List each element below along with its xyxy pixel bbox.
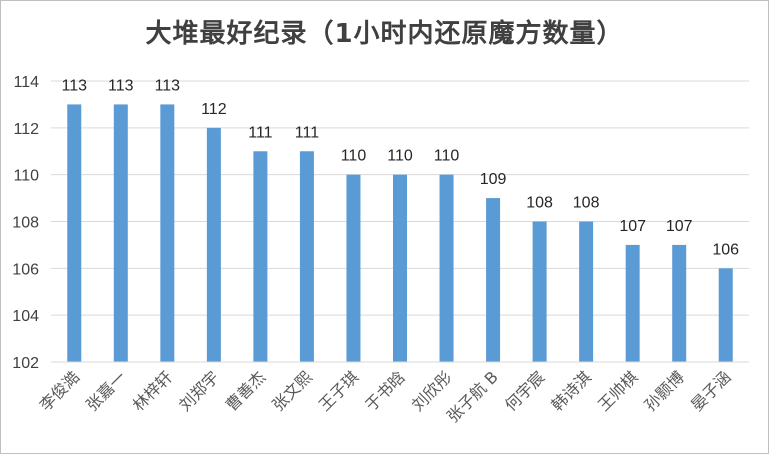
bar-10 [486, 198, 501, 362]
data-label-13: 107 [619, 218, 646, 235]
data-label-14: 107 [666, 218, 693, 235]
y-tick-label-106: 106 [12, 261, 39, 278]
bar-14 [672, 244, 687, 362]
category-label-13: 王帅棋 [594, 367, 641, 414]
category-label-7: 王子琪 [315, 367, 362, 414]
category-label-8: 于书晗 [361, 367, 408, 414]
data-label-15: 106 [712, 241, 739, 258]
category-label-1: 李俊澔 [36, 367, 83, 414]
category-label-14: 孙颢博 [641, 367, 688, 414]
data-label-11: 108 [526, 195, 553, 212]
category-label-12: 韩诗淇 [548, 367, 595, 414]
data-label-2: 113 [108, 77, 134, 94]
y-tick-label-114: 114 [13, 74, 39, 91]
data-label-8: 110 [387, 148, 413, 165]
y-tick-label-104: 104 [12, 308, 39, 325]
bar-8 [393, 174, 407, 362]
bar-3 [160, 104, 175, 363]
bar-9 [439, 174, 454, 362]
y-tick-label-102: 102 [12, 355, 39, 372]
category-label-15: 晏子涵 [687, 367, 734, 414]
bar-11 [532, 221, 547, 362]
bar-4 [206, 127, 221, 362]
y-tick-label-112: 112 [13, 121, 39, 138]
bar-7 [346, 174, 361, 362]
category-label-2: 张嘉一 [82, 367, 129, 414]
chart-title: 大堆最好纪录（1小时内还原魔方数量） [145, 19, 624, 49]
data-label-10: 109 [480, 171, 507, 188]
data-label-12: 108 [573, 195, 600, 212]
category-label-6: 张文熙 [268, 367, 315, 414]
bar-2 [113, 104, 128, 363]
category-label-10: 张子航 B [443, 367, 502, 426]
data-label-5: 111 [248, 124, 272, 141]
bar-5 [253, 151, 268, 362]
category-label-3: 林梓轩 [129, 367, 176, 414]
data-label-4: 112 [201, 101, 227, 118]
bar-15 [718, 268, 733, 362]
data-label-6: 111 [295, 124, 319, 141]
data-label-1: 113 [62, 77, 88, 94]
y-tick-label-108: 108 [12, 215, 39, 232]
bar-1 [67, 104, 82, 363]
data-label-3: 113 [155, 77, 181, 94]
data-label-9: 110 [434, 148, 460, 165]
category-label-4: 刘郑宇 [175, 367, 222, 414]
y-tick-label-110: 110 [13, 168, 39, 185]
bar-13 [625, 244, 640, 362]
category-label-11: 何宇宸 [501, 367, 548, 414]
bar-12 [579, 221, 594, 362]
data-label-7: 110 [341, 148, 367, 165]
bar-6 [299, 151, 314, 362]
category-label-5: 曹善杰 [222, 367, 269, 414]
